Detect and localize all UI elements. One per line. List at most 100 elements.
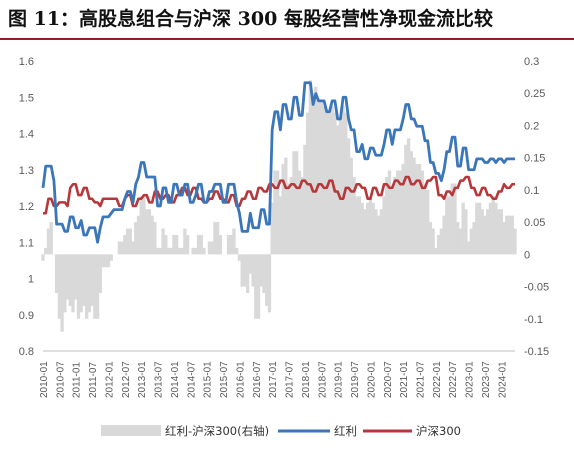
right-tick-label-5: 0.1	[524, 185, 539, 197]
x-tick-label-2: 2011-01	[72, 362, 83, 398]
x-tick-label-28: 2024-01	[497, 361, 508, 398]
diff-bar-42	[155, 247, 160, 255]
diff-bar-29	[120, 241, 124, 255]
diff-bar-121	[371, 202, 375, 255]
x-tick-label-6: 2013-01	[137, 361, 148, 398]
left-tick-label-8: 1.6	[19, 56, 34, 68]
diff-bar-41	[153, 222, 157, 255]
x-tick-label-14: 2017-01	[268, 361, 279, 398]
x-tick-label-11: 2015-07	[219, 361, 230, 398]
x-tick-label-17: 2018-07	[317, 361, 328, 398]
diff-bar-50	[177, 247, 182, 255]
diff-bar-81	[262, 254, 266, 293]
right-tick-label-2: -0.05	[524, 282, 549, 294]
diff-bar-52	[183, 228, 187, 255]
x-tick-label-7: 2013-07	[154, 361, 165, 398]
diff-bar-37	[142, 196, 146, 255]
csi300-line	[43, 175, 515, 215]
diff-bar-160	[477, 202, 482, 255]
x-tick-label-20: 2020-01	[366, 361, 377, 398]
diff-bar-82	[265, 254, 269, 306]
right-tick-label-8: 0.25	[524, 88, 545, 100]
diff-bar-130	[396, 170, 400, 255]
diff-bar-124	[379, 209, 383, 255]
diff-bar-91	[289, 177, 293, 255]
diff-bar-152	[456, 222, 460, 255]
diff-bar-149	[447, 196, 452, 255]
diff-bar-39	[147, 209, 152, 255]
x-tick-label-19: 2019-07	[350, 361, 361, 398]
diff-bar-86	[275, 170, 280, 255]
diff-bar-2	[46, 228, 51, 255]
diff-bar-169	[502, 222, 506, 255]
diff-bar-159	[475, 202, 479, 255]
diff-bar-101	[316, 99, 321, 255]
diff-bar-55	[191, 247, 195, 255]
diff-bar-33	[131, 241, 135, 255]
chart-title: 图 11：高股息组合与沪深 300 每股经营性净现金流比较	[8, 8, 493, 30]
right-tick-label-4: 0.05	[524, 217, 545, 229]
x-tick-label-0: 2010-01	[39, 361, 50, 398]
diff-bar-61	[207, 241, 212, 255]
diff-bar-148	[445, 196, 449, 255]
diff-bar-128	[390, 189, 394, 255]
x-tick-label-25: 2022-07	[448, 361, 459, 398]
diff-bar-122	[374, 209, 378, 255]
diff-bar-10	[68, 254, 72, 306]
diff-bar-36	[139, 196, 143, 255]
diff-bar-16	[84, 254, 89, 319]
diff-bar-168	[499, 209, 504, 255]
diff-bar-98	[308, 80, 313, 255]
diff-bar-17	[87, 254, 92, 313]
diff-bar-134	[406, 138, 411, 255]
diff-bar-83	[267, 254, 272, 313]
diff-bar-19	[93, 254, 97, 319]
left-tick-label-1: 0.9	[19, 310, 34, 322]
diff-bar-107	[333, 112, 337, 255]
diff-bar-59	[202, 247, 206, 255]
diff-bar-40	[150, 215, 154, 255]
legend-swatch-diff	[101, 425, 161, 436]
diff-bar-139	[420, 170, 424, 255]
left-tick-label-0: 0.8	[19, 346, 34, 358]
x-tick-label-26: 2023-01	[465, 361, 476, 398]
diff-bar-14	[79, 254, 83, 313]
diff-bar-1	[44, 247, 48, 255]
diff-bar-129	[393, 177, 397, 255]
diff-bar-125	[382, 196, 386, 255]
diff-bar-78	[254, 254, 258, 319]
diff-bar-115	[355, 196, 359, 255]
diff-bar-20	[95, 254, 100, 319]
diff-bar-63	[213, 222, 217, 255]
diff-bar-147	[442, 215, 446, 255]
diff-bar-11	[71, 254, 75, 313]
x-tick-label-8: 2014-01	[170, 361, 181, 398]
x-tick-label-23: 2021-07	[416, 361, 427, 398]
diff-bar-161	[480, 209, 484, 255]
diff-bar-94	[297, 170, 302, 255]
x-tick-label-18: 2019-01	[334, 361, 345, 398]
diff-bar-62	[210, 241, 214, 255]
right-tick-label-0: -0.15	[524, 346, 549, 358]
diff-bar-132	[401, 164, 405, 255]
diff-bar-114	[352, 177, 356, 255]
diff-bar-34	[134, 222, 138, 255]
left-tick-label-3: 1.1	[19, 237, 34, 249]
left-tick-label-4: 1.2	[19, 201, 34, 213]
diff-bar-38	[145, 209, 149, 255]
diff-bar-7	[60, 254, 64, 332]
diff-bar-57	[196, 235, 201, 255]
diff-bar-51	[180, 247, 184, 255]
diff-bar-113	[349, 157, 353, 255]
diff-bar-96	[303, 144, 307, 255]
left-tick-label-2: 1	[28, 274, 34, 286]
diff-bar-100	[314, 86, 318, 255]
axis-layer: 0.8 0.9 1 1.1 1.2 1.3 1.4 1.5 1.6 -0.15 -0.1 -0.05 0…	[19, 56, 549, 398]
diff-bar-154	[461, 202, 465, 255]
right-tick-label-7: 0.2	[524, 120, 539, 132]
diff-bar-123	[376, 215, 381, 255]
diff-bar-166	[494, 202, 498, 255]
diff-bar-74	[243, 254, 247, 287]
diff-bar-56	[194, 247, 198, 255]
